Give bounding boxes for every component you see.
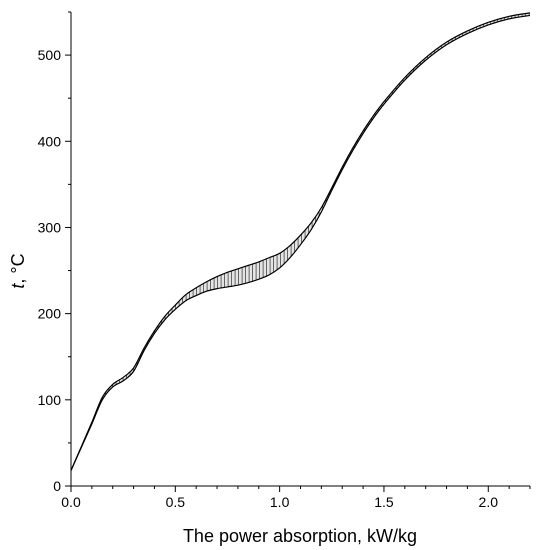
y-tick-label: 0 (53, 478, 61, 494)
y-tick-label: 500 (38, 47, 62, 63)
x-tick-label: 0.5 (166, 494, 186, 510)
x-axis-label: The power absorption, kW/kg (183, 526, 417, 546)
y-axis-label: t, °C (8, 253, 28, 288)
upper-bound-line (70, 12, 531, 471)
y-axis-label-unit: , °C (8, 253, 28, 283)
plot-area (70, 12, 531, 471)
lower-bound-line (70, 14, 531, 471)
y-tick-label: 100 (38, 392, 62, 408)
x-tick-label: 1.0 (270, 494, 290, 510)
y-tick-label: 300 (38, 219, 62, 235)
y-axis-label-symbol: t (8, 283, 28, 289)
axes: 0.0 0.5 1.0 1.5 2.0 0 100 200 300 400 500 (38, 11, 531, 510)
y-tick-label: 400 (38, 133, 62, 149)
x-tick-label: 0.0 (61, 494, 81, 510)
x-tick-label: 1.5 (374, 494, 394, 510)
y-tick-label: 200 (38, 306, 62, 322)
uncertainty-band (71, 12, 530, 471)
x-tick-label: 2.0 (479, 494, 499, 510)
